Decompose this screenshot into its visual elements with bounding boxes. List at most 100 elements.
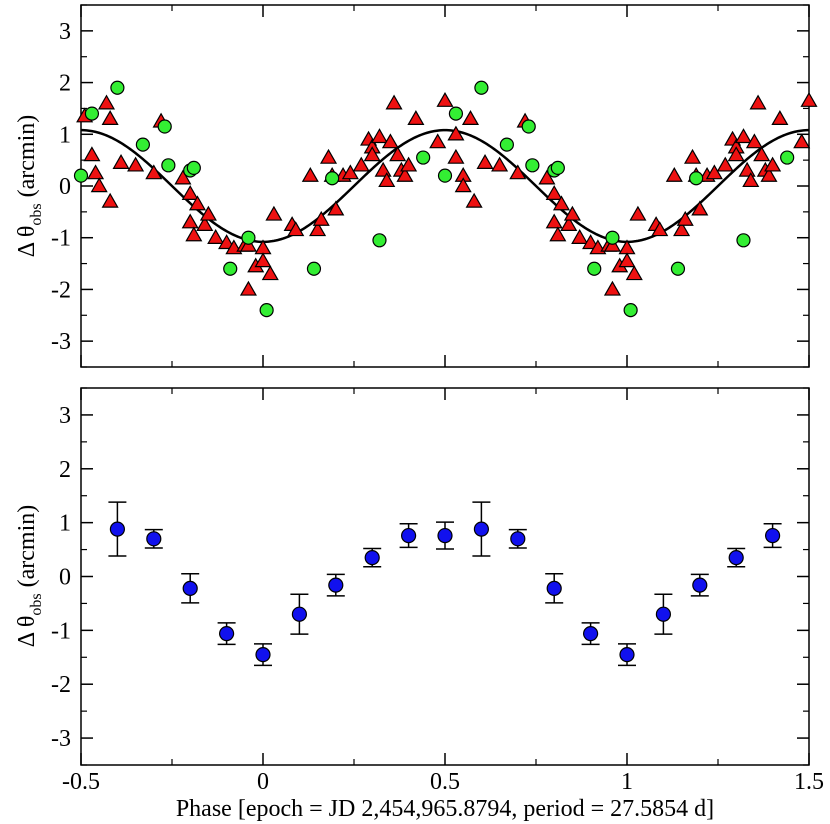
x-axis-label: Phase [epoch = JD 2,454,965.8794, period… <box>176 796 714 822</box>
red-triangle-point <box>771 110 789 125</box>
red-triangle-point <box>352 156 370 172</box>
green-circle-point <box>448 106 464 121</box>
blue-mean-point <box>291 606 307 622</box>
red-triangle-point <box>112 154 130 169</box>
top-ytick-label: 0 <box>59 174 71 200</box>
model-curve <box>80 128 810 244</box>
red-triangle-point <box>87 164 105 180</box>
red-triangle-point <box>447 148 465 164</box>
red-triangle-point <box>312 210 330 226</box>
red-triangle-point <box>800 91 818 107</box>
green-circle-point <box>73 168 89 183</box>
red-triangle-point <box>618 252 636 268</box>
green-circle-point <box>550 160 565 175</box>
blue-mean-point <box>655 606 672 622</box>
red-triangle-point <box>301 166 319 182</box>
red-triangle-point <box>436 91 454 107</box>
red-triangle-point <box>127 156 145 172</box>
red-triangle-point <box>239 280 257 296</box>
red-triangle-point <box>454 177 472 193</box>
green-circle-point <box>623 303 638 318</box>
red-triangle-point <box>145 164 163 180</box>
red-triangle-point <box>389 146 407 162</box>
green-circle-point <box>521 119 536 134</box>
red-triangle-point <box>265 205 283 221</box>
bottom-xtick-label: 1.5 <box>794 769 824 795</box>
top-ylabel-sub: obs <box>28 203 45 225</box>
green-circle-point <box>689 171 704 186</box>
blue-mean-point <box>437 527 453 544</box>
red-triangle-point <box>665 166 683 182</box>
green-circle-point <box>161 158 176 173</box>
red-triangle-point <box>341 164 359 180</box>
green-circle-point <box>605 230 620 245</box>
red-triangle-point <box>742 172 760 188</box>
red-triangle-point <box>381 133 399 149</box>
bottom-ytick-label: 1 <box>59 511 71 537</box>
green-circle-point <box>499 137 514 152</box>
green-circle-point <box>135 137 150 152</box>
blue-mean-point <box>328 577 344 593</box>
top-ytick-label: -3 <box>51 329 71 355</box>
red-triangle-point <box>370 128 389 144</box>
blue-mean-point <box>728 550 744 566</box>
red-triangle-point <box>629 205 647 221</box>
blue-mean-point <box>619 646 635 663</box>
red-triangle-point <box>571 229 589 244</box>
red-triangle-point <box>196 216 214 232</box>
green-circle-point <box>780 150 795 165</box>
red-triangle-point <box>760 166 778 182</box>
green-circle-point <box>306 261 322 276</box>
bottom-xtick-label: -0.5 <box>62 769 100 795</box>
red-triangle-point <box>327 200 345 216</box>
blue-mean-point <box>364 550 380 566</box>
red-triangle-point <box>560 216 578 232</box>
top-ytick-label: 3 <box>59 19 71 45</box>
red-triangle-point <box>538 169 556 185</box>
red-triangle-point <box>429 133 447 149</box>
red-triangle-point <box>461 110 480 125</box>
top-ylabel-unit: (arcmin) <box>14 115 40 198</box>
green-circle-point <box>372 233 387 248</box>
red-triangle-point <box>465 192 483 208</box>
green-circle-point <box>325 171 340 186</box>
blue-mean-point <box>510 531 526 547</box>
bottom-xtick-label: 1 <box>621 769 633 795</box>
red-triangle-point <box>400 156 418 172</box>
red-triangle-point <box>261 265 279 281</box>
blue-mean-point <box>109 521 126 537</box>
red-triangle-point <box>199 205 217 221</box>
bottom-ylabel-main: Δ θ <box>14 616 40 648</box>
red-triangle-point <box>683 148 702 164</box>
green-circle-point <box>186 160 201 175</box>
top-ytick-label: -1 <box>51 226 71 252</box>
green-circle-point <box>110 80 125 95</box>
red-triangle-point <box>101 110 119 125</box>
red-triangle-point <box>673 221 691 237</box>
red-triangle-point <box>83 146 101 162</box>
red-triangle-point <box>309 221 327 237</box>
bottom-xtick-label: 0 <box>257 769 269 795</box>
bottom-ytick-label: 0 <box>59 565 71 591</box>
red-triangle-point <box>254 252 272 268</box>
green-circle-point <box>474 80 489 95</box>
red-triangle-point <box>582 234 600 250</box>
red-triangle-point <box>385 94 403 110</box>
red-triangle-point <box>676 210 694 226</box>
red-triangle-point <box>218 234 236 250</box>
bottom-ytick-label: 3 <box>59 403 71 429</box>
red-triangle-point <box>793 133 811 149</box>
bottom-ytick-label: 2 <box>59 457 71 483</box>
red-triangle-point <box>734 128 753 144</box>
top-ylabel-main: Δ θ <box>14 226 40 258</box>
red-triangle-point <box>509 164 527 180</box>
red-triangle-point <box>101 192 119 208</box>
blue-mean-point <box>473 521 489 537</box>
red-triangle-point <box>188 195 207 211</box>
red-triangle-point <box>396 166 414 182</box>
red-triangle-point <box>764 156 782 172</box>
green-circle-point <box>84 106 100 121</box>
blue-mean-point <box>146 531 162 547</box>
red-triangle-point <box>90 177 108 193</box>
red-triangle-point <box>97 94 116 110</box>
